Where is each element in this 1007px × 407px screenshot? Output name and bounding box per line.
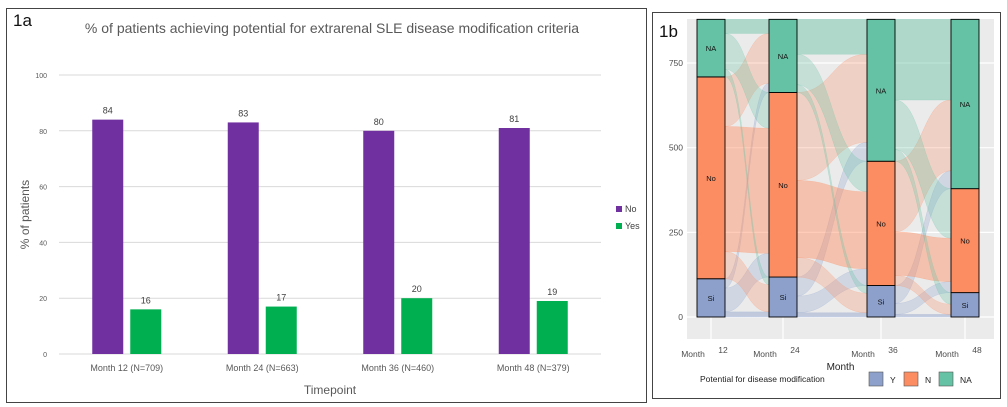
stratum-na bbox=[696, 18, 726, 78]
stratum-label: Si bbox=[780, 293, 787, 302]
panel-1a: 1a % of patients achieving potential for… bbox=[6, 8, 647, 403]
y-axis-label: % of patients bbox=[18, 180, 32, 249]
x-tick-prefix: Month bbox=[935, 349, 959, 359]
x-tick-label: Month 36 (N=460) bbox=[361, 363, 434, 373]
bar-no bbox=[92, 119, 124, 354]
data-label: 81 bbox=[509, 114, 519, 124]
legend-swatch-y bbox=[868, 371, 884, 387]
flow-si-to-si bbox=[724, 311, 770, 318]
stratum-no bbox=[866, 160, 896, 286]
stratum-label: NA bbox=[706, 44, 716, 53]
data-label: 17 bbox=[276, 293, 286, 303]
stratum-na bbox=[768, 18, 798, 93]
stratum-label: No bbox=[706, 174, 716, 183]
legend-label-n: N bbox=[925, 375, 931, 385]
stratum-na bbox=[950, 18, 980, 190]
stratum-label: No bbox=[876, 219, 886, 228]
stratum-no bbox=[950, 188, 980, 294]
legend-swatch-n bbox=[903, 371, 919, 387]
panel-label-1a: 1a bbox=[13, 11, 32, 30]
y-tick-label: 60 bbox=[39, 185, 47, 192]
panel-label-1b: 1b bbox=[659, 22, 678, 41]
legend-swatch-yes bbox=[616, 223, 622, 229]
flow-na-to-na bbox=[894, 19, 952, 101]
y-tick-label: 80 bbox=[39, 129, 47, 136]
flow-no-to-no bbox=[894, 231, 952, 282]
y-tick-label: 20 bbox=[39, 296, 47, 303]
legend-label-na: NA bbox=[960, 375, 972, 385]
bar-yes bbox=[536, 300, 568, 354]
x-tick-label: 24 bbox=[790, 345, 800, 355]
stratum-label: NA bbox=[960, 100, 970, 109]
x-axis-label: Month bbox=[827, 362, 855, 373]
plot-background bbox=[687, 19, 994, 339]
stratum-no bbox=[696, 76, 726, 280]
x-tick-prefix: Month bbox=[753, 349, 777, 359]
data-label: 84 bbox=[103, 106, 113, 116]
y-tick-label: 0 bbox=[43, 352, 47, 359]
stratum-label: No bbox=[960, 237, 970, 246]
stratum-label: No bbox=[778, 181, 788, 190]
x-tick-label: Month 48 (N=379) bbox=[497, 363, 570, 373]
flow-na-to-na bbox=[796, 19, 868, 55]
x-tick-prefix: Month bbox=[851, 349, 875, 359]
legend-label-no: No bbox=[625, 204, 637, 214]
bar-yes bbox=[130, 309, 162, 354]
stratum-no bbox=[768, 92, 798, 278]
stratum-na bbox=[866, 18, 896, 162]
x-tick-label: 12 bbox=[718, 345, 728, 355]
stratum-label: NA bbox=[876, 86, 886, 95]
data-label: 19 bbox=[547, 287, 557, 297]
bar-no bbox=[227, 122, 259, 355]
legend-label-yes: Yes bbox=[625, 221, 640, 231]
stratum-label: Si bbox=[962, 301, 969, 310]
alluvial-flows bbox=[724, 19, 952, 318]
y-tick-label: 500 bbox=[669, 143, 683, 153]
x-tick-label: 48 bbox=[972, 345, 982, 355]
legend-label-y: Y bbox=[890, 375, 896, 385]
y-tick-label: 40 bbox=[39, 240, 47, 247]
panel-1b: 1b 0 250 500 750 Si No NA 12 Month Si No NA 24 Month S… bbox=[652, 12, 1001, 399]
bar-yes bbox=[401, 298, 433, 354]
x-tick-prefix: Month bbox=[681, 349, 705, 359]
flow-si-to-si bbox=[894, 314, 952, 318]
bar-chart-1a: % of patients achieving potential for ex… bbox=[18, 20, 640, 397]
y-tick-label: 250 bbox=[669, 227, 683, 237]
y-tick-label: 750 bbox=[669, 58, 683, 68]
data-label: 16 bbox=[141, 295, 151, 305]
data-label: 20 bbox=[412, 284, 422, 294]
chart-title: % of patients achieving potential for ex… bbox=[85, 20, 579, 36]
data-label: 80 bbox=[374, 117, 384, 127]
flow-si-to-si bbox=[796, 312, 868, 318]
bar-yes bbox=[265, 306, 297, 354]
legend-title: Potential for disease modification bbox=[700, 374, 825, 384]
x-tick-label: 36 bbox=[888, 345, 898, 355]
flow-na-to-na bbox=[724, 19, 770, 34]
alluvial-chart-1b: 0 250 500 750 Si No NA 12 Month Si No NA 24 Month Si No… bbox=[669, 18, 994, 387]
x-tick-label: Month 12 (N=709) bbox=[90, 363, 163, 373]
legend-swatch-na bbox=[938, 371, 954, 387]
stratum-label: NA bbox=[778, 52, 788, 61]
flow-no-to-no bbox=[724, 126, 770, 254]
y-tick-label: 100 bbox=[35, 73, 47, 80]
stratum-label: Si bbox=[878, 297, 885, 306]
data-label: 83 bbox=[238, 108, 248, 118]
stratum-label: Si bbox=[708, 294, 715, 303]
bar-no bbox=[363, 130, 395, 354]
legend-swatch-no bbox=[616, 206, 622, 212]
x-axis-label: Timepoint bbox=[304, 383, 357, 397]
y-tick-label: 0 bbox=[678, 312, 683, 322]
x-tick-label: Month 24 (N=663) bbox=[226, 363, 299, 373]
bar-no bbox=[498, 128, 530, 354]
